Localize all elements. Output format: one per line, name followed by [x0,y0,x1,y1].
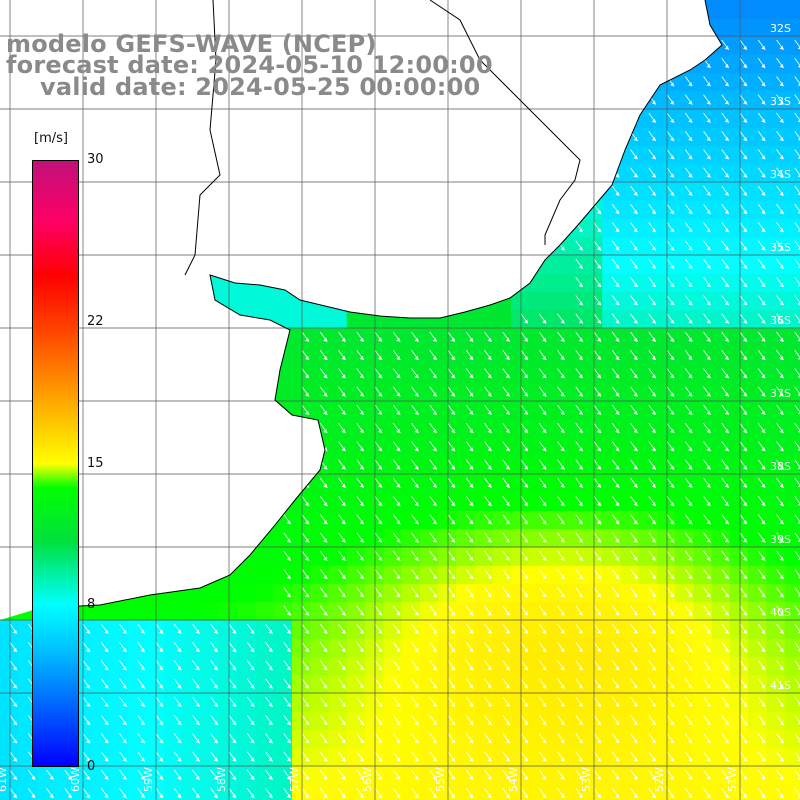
coastline [39,0,723,609]
land-mask [0,0,722,620]
colorbar-tick-label: 22 [87,313,104,329]
lat-label: 40S [770,606,791,619]
forecast-date: forecast date: 2024-05-10 12:00:00 [6,51,493,79]
valid-date: valid date: 2024-05-25 00:00:00 [40,73,481,101]
colorbar [32,160,79,767]
lat-label: 41S [770,679,791,692]
model-title: modelo GEFS-WAVE (NCEP) [6,30,377,58]
lon-label: 54W [507,767,520,792]
lon-label: 58W [215,767,228,792]
lon-label: 51W [726,767,739,792]
border-line [429,0,581,245]
lat-label: 33S [770,95,791,108]
lat-label: 38S [770,460,791,473]
coast-line [39,0,723,609]
lat-label: 35S [770,241,791,254]
lon-label: 57W [288,767,301,792]
lat-label: 36S [770,314,791,327]
lat-label: 39S [770,533,791,546]
lon-label: 53W [580,767,593,792]
colorbar-tick-label: 8 [87,597,96,613]
lat-label: 34S [770,168,791,181]
lon-label: 56W [361,767,374,792]
colorbar-units: [m/s] [34,131,68,146]
lon-label: 60W [69,767,82,792]
land-shape [0,0,722,620]
lon-label: 59W [142,767,155,792]
lon-label: 55W [434,767,447,792]
colorbar-tick-label: 0 [87,759,96,774]
lon-label: 61W [0,767,9,792]
colorbar-tick-label: 30 [87,152,104,167]
wind-arrows [9,39,800,799]
axis-labels: 61W 60W 59W 58W 57W 56W 55W 54W 53W 52W 51W 32S 33S 3… [0,22,791,792]
colorbar-tick-label: 15 [87,455,104,471]
lat-label: 37S [770,387,791,400]
lon-label: 52W [653,767,666,792]
lat-label: 32S [770,22,791,35]
border-line [184,0,221,276]
